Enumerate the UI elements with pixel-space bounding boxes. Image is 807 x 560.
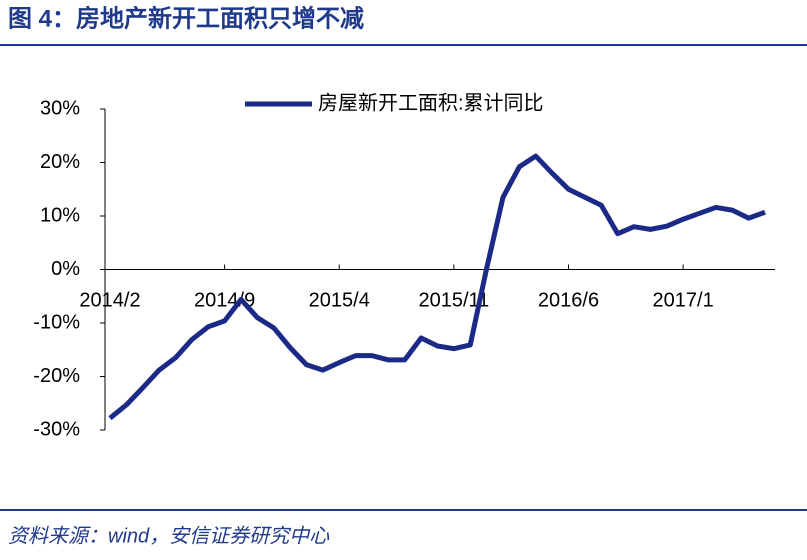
x-tick-label: 2014/2 — [79, 289, 140, 311]
y-tick-label: -10% — [33, 311, 80, 333]
legend-label: 房屋新开工面积:累计同比 — [318, 91, 544, 114]
source-note: 资料来源：wind，安信证券研究中心 — [8, 525, 330, 547]
data-line — [108, 153, 766, 421]
y-tick-label: -20% — [33, 365, 80, 387]
y-tick-label: -30% — [33, 418, 80, 440]
x-tick-label: 2017/1 — [653, 289, 714, 311]
x-tick-label: 2016/6 — [538, 289, 599, 311]
x-tick-label: 2014/9 — [194, 289, 255, 311]
y-tick-label: 30% — [40, 97, 80, 119]
x-tick-label: 2015/4 — [309, 289, 370, 311]
y-tick-label: 0% — [51, 258, 80, 280]
y-tick-label: 20% — [40, 151, 80, 173]
x-tick-label: 2015/11 — [418, 289, 489, 311]
chart-title: 图 4：房地产新开工面积只增不减 — [8, 4, 364, 32]
y-tick-label: 10% — [40, 204, 80, 226]
